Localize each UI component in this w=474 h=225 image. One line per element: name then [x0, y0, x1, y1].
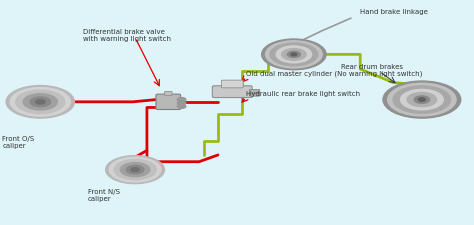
Text: Front O/S
caliper: Front O/S caliper [2, 135, 35, 148]
Circle shape [6, 86, 74, 119]
FancyBboxPatch shape [212, 86, 252, 98]
Circle shape [407, 93, 437, 107]
Circle shape [291, 54, 297, 56]
FancyBboxPatch shape [156, 95, 181, 110]
FancyBboxPatch shape [164, 92, 172, 96]
Circle shape [265, 42, 322, 69]
Circle shape [30, 97, 51, 107]
Circle shape [126, 166, 144, 174]
Circle shape [388, 84, 456, 116]
Circle shape [16, 91, 65, 114]
Circle shape [419, 99, 425, 102]
Circle shape [177, 105, 186, 109]
Circle shape [282, 49, 306, 61]
Circle shape [109, 158, 161, 182]
Circle shape [10, 88, 70, 117]
Circle shape [114, 160, 156, 180]
Circle shape [262, 40, 326, 70]
Circle shape [383, 82, 461, 119]
FancyBboxPatch shape [221, 81, 243, 88]
Text: Hand brake linkage: Hand brake linkage [360, 9, 428, 15]
FancyBboxPatch shape [249, 93, 260, 97]
Circle shape [414, 97, 429, 104]
Circle shape [177, 98, 186, 102]
Circle shape [36, 100, 45, 105]
Circle shape [270, 44, 318, 66]
Circle shape [23, 94, 57, 110]
Circle shape [177, 101, 186, 106]
Circle shape [120, 163, 150, 177]
Text: Hydraulic rear brake light switch: Hydraulic rear brake light switch [246, 91, 361, 97]
FancyBboxPatch shape [249, 90, 260, 94]
Text: Differential brake valve
with warning light switch: Differential brake valve with warning li… [83, 29, 171, 42]
Text: Old dual master cylinder (No warning light switch): Old dual master cylinder (No warning lig… [246, 70, 423, 76]
Text: Rear drum brakes: Rear drum brakes [341, 63, 403, 70]
Circle shape [287, 52, 301, 58]
Circle shape [106, 156, 164, 184]
Circle shape [393, 86, 451, 114]
Circle shape [401, 90, 443, 110]
Circle shape [276, 47, 311, 63]
Circle shape [131, 168, 139, 172]
Text: Front N/S
caliper: Front N/S caliper [88, 188, 120, 201]
